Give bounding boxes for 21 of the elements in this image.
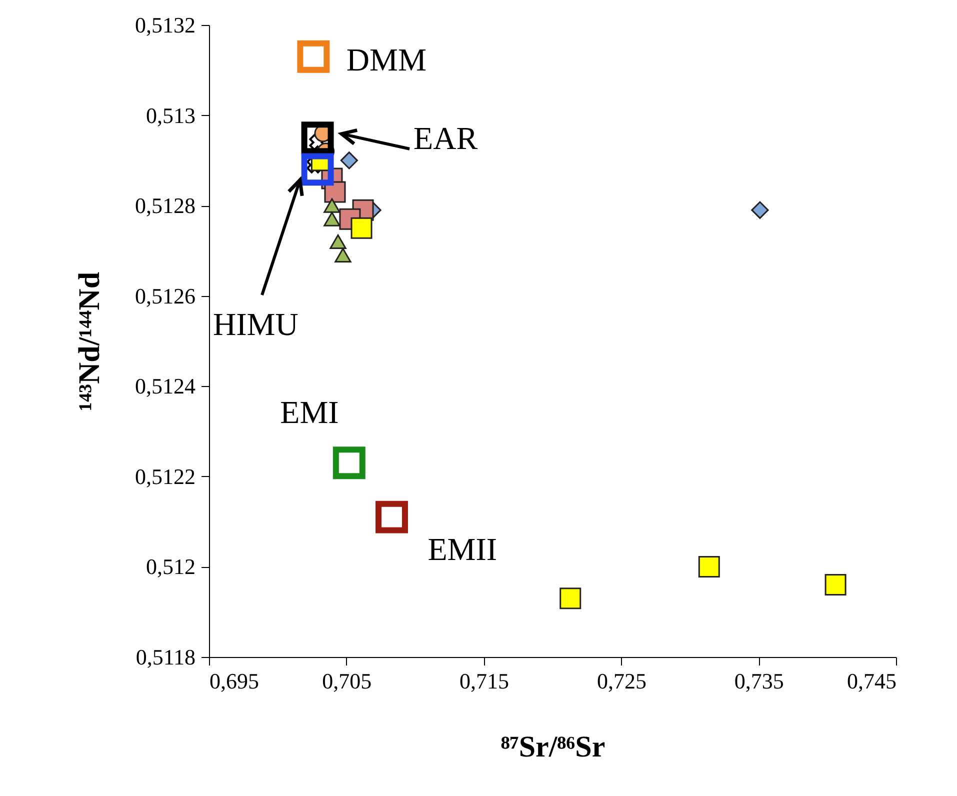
y-tick-label: 0,5124 xyxy=(135,374,196,399)
y-tick-label: 0,5122 xyxy=(135,464,196,489)
y-tick-label: 0,5126 xyxy=(135,283,196,308)
y-tick-label: 0,5118 xyxy=(136,644,196,670)
y-tick-label: 0,512 xyxy=(146,554,196,580)
x-tick-label: 0,705 xyxy=(322,668,372,694)
y-axis-title: ¹⁴³Nd/¹⁴⁴Nd xyxy=(73,272,106,411)
annotation: HIMU xyxy=(213,306,298,342)
x-tick-label: 0,695 xyxy=(210,668,259,694)
y-tick-label: 0,513 xyxy=(146,102,196,128)
y-tick-label: 0,5128 xyxy=(135,193,196,218)
x-tick-label: 0,715 xyxy=(460,668,510,694)
annotation: EMI xyxy=(280,394,339,430)
x-axis-title: ⁸⁷Sr/⁸⁶Sr xyxy=(500,730,606,764)
annotation: EMII xyxy=(428,531,498,568)
y-tick-label: 0,5132 xyxy=(135,12,196,38)
x-tick-label: 0,725 xyxy=(596,668,646,694)
annotation: EAR xyxy=(414,120,478,156)
annotation: DMM xyxy=(346,42,426,78)
x-tick-label: 0,745 xyxy=(847,668,896,694)
x-tick-label: 0,735 xyxy=(734,668,784,694)
